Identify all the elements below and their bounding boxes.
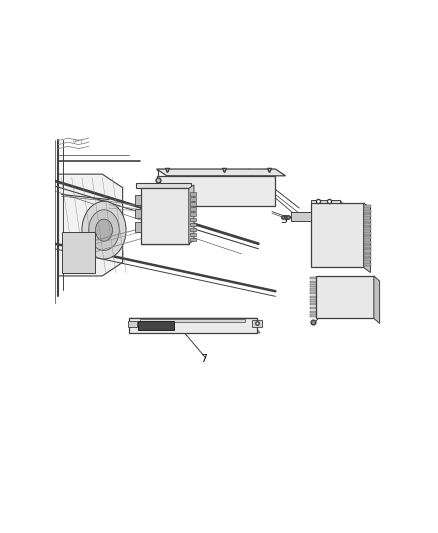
Polygon shape <box>291 212 311 221</box>
Bar <box>310 307 316 309</box>
Bar <box>134 195 141 205</box>
Polygon shape <box>156 176 276 206</box>
Bar <box>190 207 196 211</box>
Bar <box>190 238 196 241</box>
Bar <box>310 288 316 290</box>
Polygon shape <box>58 174 123 276</box>
Polygon shape <box>131 328 260 333</box>
Text: 3: 3 <box>280 215 287 225</box>
Bar <box>364 223 371 226</box>
Bar <box>364 254 371 257</box>
Polygon shape <box>156 169 286 176</box>
Polygon shape <box>189 185 194 244</box>
Bar <box>310 303 316 305</box>
Bar <box>364 263 371 266</box>
Bar <box>190 192 196 196</box>
Bar <box>190 203 196 206</box>
Bar <box>61 232 95 272</box>
Bar <box>364 245 371 248</box>
Bar <box>190 213 196 216</box>
Text: 7: 7 <box>201 354 208 364</box>
Bar <box>190 233 196 236</box>
Ellipse shape <box>95 219 113 241</box>
Bar <box>251 320 262 327</box>
Text: 1: 1 <box>336 246 343 255</box>
Ellipse shape <box>88 210 119 251</box>
Polygon shape <box>130 318 257 333</box>
Bar <box>364 259 371 261</box>
Text: 4: 4 <box>345 283 352 293</box>
Bar <box>190 217 196 221</box>
Polygon shape <box>136 183 191 188</box>
Bar <box>310 314 316 317</box>
Bar <box>364 210 371 213</box>
Ellipse shape <box>82 201 126 259</box>
Bar <box>310 277 316 279</box>
Bar <box>310 285 316 287</box>
Bar <box>364 219 371 222</box>
Bar <box>364 236 371 239</box>
Bar <box>310 292 316 294</box>
Polygon shape <box>138 321 173 330</box>
Text: 5: 5 <box>331 298 338 308</box>
Bar <box>190 223 196 226</box>
Bar <box>190 228 196 231</box>
Polygon shape <box>141 188 189 244</box>
Bar <box>364 214 371 217</box>
Bar <box>364 249 371 253</box>
Bar <box>310 300 316 302</box>
Bar <box>310 296 316 298</box>
Bar <box>364 241 371 244</box>
Bar <box>364 205 371 208</box>
Bar <box>310 281 316 283</box>
Text: 1: 1 <box>140 198 146 208</box>
Polygon shape <box>364 203 371 272</box>
Bar <box>190 197 196 200</box>
Bar <box>128 321 137 327</box>
Polygon shape <box>140 319 245 322</box>
Text: gory: gory <box>73 138 84 143</box>
Bar <box>364 228 371 230</box>
Bar <box>134 222 141 232</box>
Polygon shape <box>311 203 364 268</box>
Polygon shape <box>374 276 380 324</box>
Bar <box>364 232 371 235</box>
Bar <box>310 311 316 313</box>
Text: 2: 2 <box>350 208 357 218</box>
Bar <box>134 209 141 218</box>
Polygon shape <box>130 318 260 324</box>
Polygon shape <box>316 276 374 318</box>
Polygon shape <box>311 199 340 203</box>
